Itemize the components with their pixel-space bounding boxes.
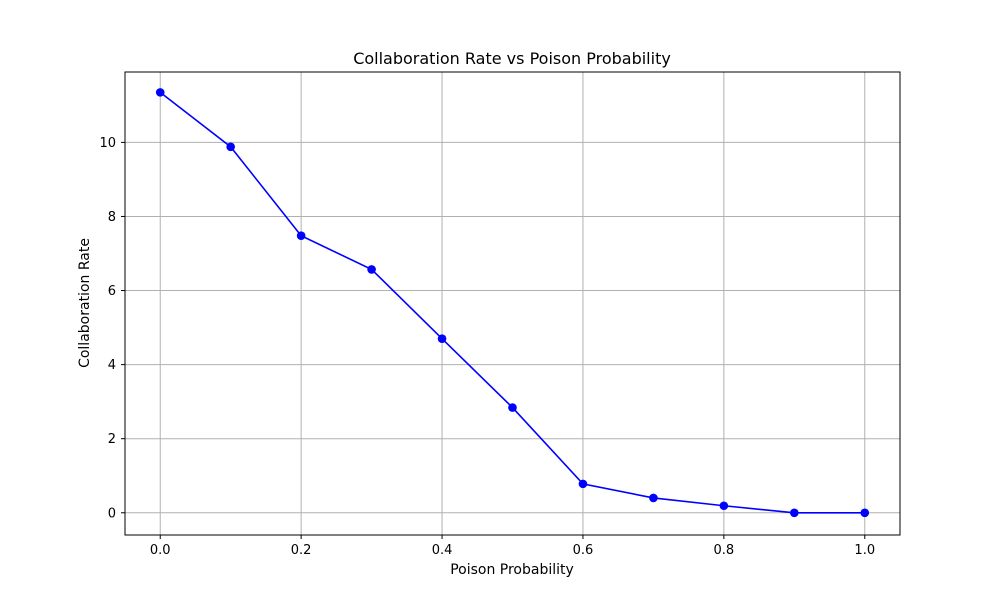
x-axis-label: Poison Probability xyxy=(450,562,574,578)
data-point xyxy=(226,142,235,152)
y-tick-label: 10 xyxy=(99,136,116,151)
data-point xyxy=(719,501,729,511)
x-tick-label: 0.8 xyxy=(714,543,735,558)
series-line xyxy=(159,91,865,514)
x-tick-label: 0.6 xyxy=(573,543,594,558)
x-ticks: 0.0 0.2 0.4 0.6 0.8 1.0 xyxy=(150,535,875,558)
x-tick-label: 0.4 xyxy=(432,543,453,558)
y-tick-label: 0 xyxy=(108,506,116,521)
data-point xyxy=(790,508,799,518)
data-point xyxy=(296,231,306,241)
plot-frame xyxy=(124,71,901,536)
y-tick-label: 6 xyxy=(108,284,116,299)
data-point xyxy=(860,508,870,518)
y-tick-label: 8 xyxy=(108,210,116,225)
data-point xyxy=(578,479,588,489)
series-layer xyxy=(155,88,870,518)
grid xyxy=(125,72,900,535)
x-tick-label: 1.0 xyxy=(854,543,875,558)
y-ticks: 0 2 4 6 8 10 xyxy=(99,136,125,521)
y-tick-label: 4 xyxy=(108,358,116,373)
data-point xyxy=(437,334,447,343)
data-point xyxy=(508,403,517,412)
data-point xyxy=(155,88,165,97)
data-point xyxy=(367,265,376,274)
x-tick-label: 0.0 xyxy=(150,543,171,558)
data-point xyxy=(649,493,658,503)
y-axis-label: Collaboration Rate xyxy=(77,238,93,368)
y-tick-label: 2 xyxy=(108,432,116,447)
chart-title: Collaboration Rate vs Poison Probability xyxy=(353,49,671,68)
x-tick-label: 0.2 xyxy=(291,543,312,558)
